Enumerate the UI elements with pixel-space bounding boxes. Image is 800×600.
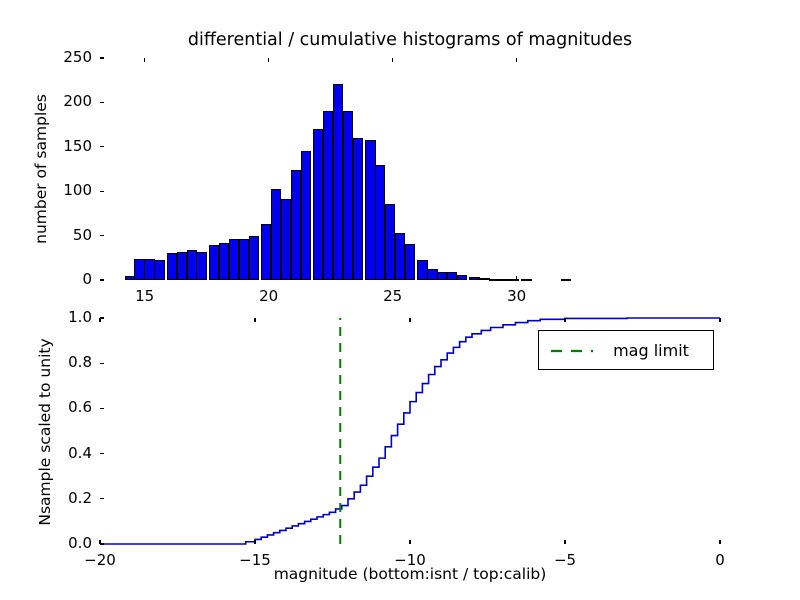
histogram-bar bbox=[280, 199, 292, 280]
x-tick-mark bbox=[144, 58, 146, 62]
y-tick-mark bbox=[100, 190, 104, 192]
y-tick-mark bbox=[100, 362, 104, 364]
x-tick-label: −5 bbox=[553, 551, 577, 569]
y-tick-label: 0.4 bbox=[68, 443, 92, 462]
y-tick-label: 50 bbox=[72, 225, 92, 244]
histogram-bar bbox=[208, 245, 220, 280]
histogram-bar bbox=[352, 137, 364, 280]
histogram-bar bbox=[270, 189, 282, 280]
histogram-bar bbox=[375, 164, 386, 280]
histogram-bar bbox=[342, 111, 354, 280]
histogram-bar bbox=[248, 235, 259, 280]
histogram-bar bbox=[186, 249, 197, 280]
y-tick-mark bbox=[100, 453, 104, 455]
histogram-bar bbox=[260, 224, 272, 280]
x-tick-mark bbox=[409, 540, 411, 544]
y-tick-label: 0.6 bbox=[68, 398, 92, 417]
x-tick-label: −20 bbox=[84, 551, 116, 569]
histogram-bar bbox=[499, 279, 510, 282]
y-tick-label: 200 bbox=[63, 92, 92, 111]
x-tick-label: 0 bbox=[715, 551, 725, 569]
y-tick-label: 0 bbox=[82, 270, 92, 288]
y-tick-mark bbox=[100, 279, 104, 281]
histogram-bar bbox=[427, 269, 438, 280]
histogram-bar bbox=[196, 252, 207, 280]
histogram-bar bbox=[489, 279, 500, 282]
histogram-bar bbox=[508, 279, 520, 282]
green-dashed-line-icon bbox=[549, 343, 595, 357]
y-tick-mark bbox=[100, 498, 104, 500]
x-tick-mark bbox=[719, 540, 721, 544]
x-tick-mark bbox=[268, 58, 270, 62]
x-tick-mark bbox=[254, 318, 256, 322]
histogram-bar bbox=[417, 259, 428, 280]
histogram-bar bbox=[521, 279, 532, 282]
histogram-bar bbox=[154, 259, 165, 280]
page-title: differential / cumulative histograms of … bbox=[187, 30, 633, 50]
histogram-bar bbox=[290, 169, 302, 280]
y-tick-mark bbox=[100, 235, 104, 237]
x-tick-mark bbox=[392, 58, 394, 62]
histogram-bar bbox=[176, 252, 188, 280]
x-tick-mark bbox=[516, 58, 518, 62]
x-tick-label: 15 bbox=[135, 287, 155, 305]
y-tick-label: 100 bbox=[63, 181, 92, 200]
histogram-bar bbox=[469, 277, 480, 280]
y-tick-mark bbox=[100, 57, 104, 59]
histogram-bar bbox=[313, 129, 324, 280]
histogram-bar bbox=[404, 244, 416, 280]
x-tick-mark bbox=[564, 540, 566, 544]
y-tick-label: 0.2 bbox=[68, 488, 92, 507]
x-tick-label: 20 bbox=[259, 287, 279, 305]
x-tick-mark bbox=[564, 318, 566, 322]
legend-label-mag-limit: mag limit bbox=[613, 340, 689, 360]
histogram-bar bbox=[365, 139, 376, 280]
shared-xlabel: magnitude (bottom:isnt / top:calib) bbox=[273, 565, 547, 583]
x-tick-mark bbox=[516, 276, 518, 280]
histogram-bar bbox=[384, 203, 396, 280]
x-tick-label: −15 bbox=[239, 551, 271, 569]
x-tick-label: 25 bbox=[383, 287, 403, 305]
x-tick-label: 30 bbox=[507, 287, 527, 305]
x-tick-mark bbox=[719, 318, 721, 322]
y-tick-label: 0.8 bbox=[68, 353, 92, 372]
y-tick-mark bbox=[100, 146, 104, 148]
y-tick-mark bbox=[100, 101, 104, 103]
x-tick-mark bbox=[409, 318, 411, 322]
y-tick-label: 250 bbox=[63, 48, 92, 66]
x-tick-mark bbox=[254, 540, 256, 544]
legend: mag limit bbox=[538, 330, 714, 370]
histogram-bar bbox=[218, 242, 230, 280]
histogram-bar bbox=[124, 275, 135, 280]
histogram-bar bbox=[238, 239, 250, 280]
cumulative-curve bbox=[100, 317, 720, 545]
histogram-bar bbox=[394, 232, 406, 280]
histogram-bar bbox=[446, 272, 458, 280]
y-tick-mark bbox=[100, 543, 104, 545]
y-tick-mark bbox=[100, 317, 104, 319]
y-tick-mark bbox=[100, 407, 104, 409]
histogram-bar bbox=[479, 278, 490, 281]
histogram-bar bbox=[134, 258, 145, 280]
histogram-bar bbox=[561, 279, 572, 282]
histogram-bar bbox=[228, 239, 240, 280]
histogram-bar bbox=[456, 274, 468, 280]
x-tick-mark bbox=[99, 318, 101, 322]
histogram-bar bbox=[322, 111, 334, 280]
histogram-bar bbox=[144, 258, 155, 280]
histogram-bar bbox=[437, 272, 448, 280]
x-tick-mark bbox=[99, 540, 101, 544]
y-tick-label: 1.0 bbox=[68, 308, 92, 326]
histogram-bar bbox=[332, 83, 344, 280]
y-tick-label: 150 bbox=[63, 136, 92, 155]
y-tick-label: 0.0 bbox=[68, 534, 92, 552]
histogram-bar bbox=[300, 151, 312, 280]
x-tick-label: −10 bbox=[394, 551, 426, 569]
histogram-bar bbox=[166, 253, 178, 280]
